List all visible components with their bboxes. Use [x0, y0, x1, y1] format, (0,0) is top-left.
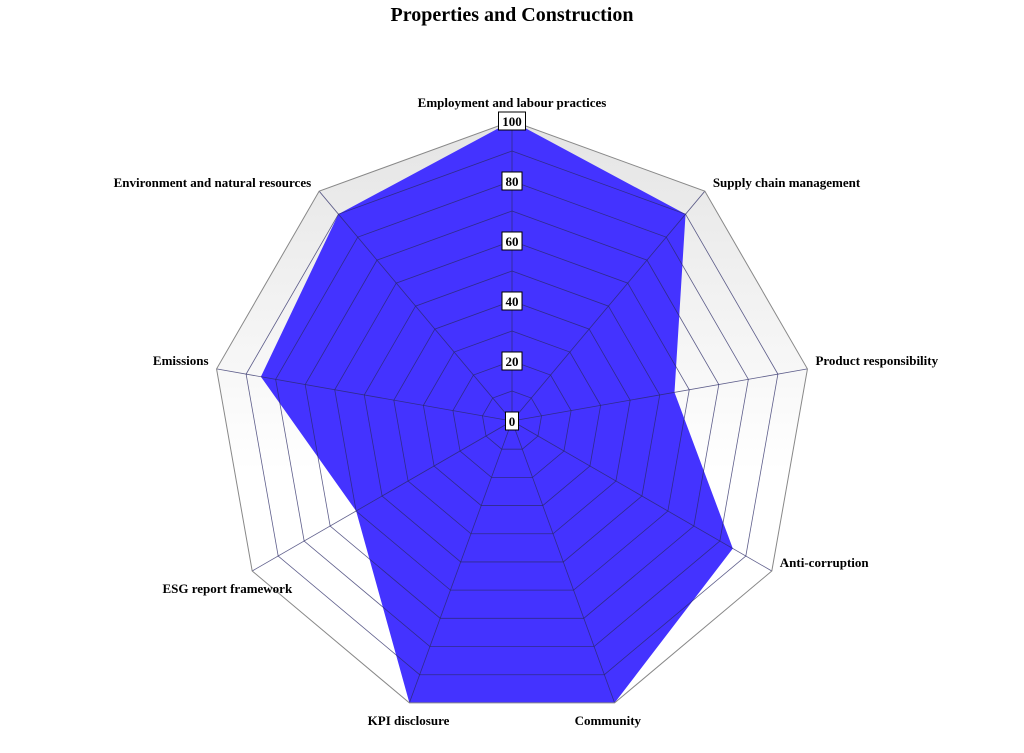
grid-spoke — [216, 368, 513, 422]
category-label: Environment and natural resources — [114, 175, 312, 190]
tick-label: 60 — [506, 234, 519, 249]
grid-ring — [334, 240, 690, 591]
grid-ring — [304, 210, 720, 619]
category-label: ESG report framework — [162, 581, 293, 596]
tick-label: 40 — [506, 294, 519, 309]
grid-spoke — [318, 190, 513, 422]
tick-label: 80 — [506, 174, 519, 189]
grid-ring — [363, 270, 661, 563]
grid-spoke — [251, 420, 513, 572]
grid-ring — [275, 180, 749, 647]
grid-ring — [245, 150, 779, 676]
grid-outer-ring — [216, 120, 808, 704]
category-label: KPI disclosure — [368, 713, 450, 728]
category-label: Community — [575, 713, 642, 728]
category-label: Supply chain management — [713, 175, 861, 190]
series-area — [260, 121, 733, 703]
grid-ring — [482, 390, 542, 450]
tick-label: 0 — [509, 414, 516, 429]
grid-spoke — [511, 420, 773, 572]
tick-label-box — [505, 411, 519, 431]
category-label: Employment and labour practices — [418, 95, 607, 110]
category-label: Product responsibility — [815, 353, 938, 368]
grid-spoke — [409, 420, 513, 704]
tick-label-box — [501, 231, 523, 251]
category-label: Emissions — [153, 353, 209, 368]
category-label: Anti-corruption — [780, 555, 870, 570]
tick-label-box — [498, 111, 526, 131]
tick-label-box — [501, 171, 523, 191]
tick-label: 20 — [506, 354, 519, 369]
tick-label-box — [501, 351, 523, 371]
grid-spoke — [511, 190, 706, 422]
tick-label: 100 — [502, 114, 522, 129]
grid-spoke — [511, 420, 615, 704]
chart-title: Properties and Construction — [390, 4, 634, 26]
tick-label-box — [501, 291, 523, 311]
grid-ring — [422, 330, 602, 506]
grid-ring — [452, 360, 572, 478]
grid-spoke — [511, 368, 808, 422]
grid-ring — [393, 300, 631, 535]
